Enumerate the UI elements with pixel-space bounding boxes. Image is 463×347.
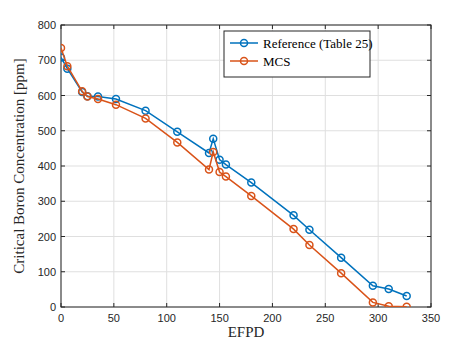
series-marker — [64, 63, 71, 70]
series-marker — [290, 226, 297, 233]
y-tick — [61, 130, 65, 131]
y-grid-line — [61, 201, 431, 202]
y-grid-line — [61, 166, 431, 167]
x-tick-top — [378, 25, 379, 29]
x-tick-label: 300 — [369, 312, 387, 324]
y-tick-label: 0 — [50, 301, 56, 313]
series-marker — [84, 93, 91, 100]
legend-line — [230, 42, 258, 44]
series-line — [61, 48, 407, 307]
y-tick-right — [427, 95, 431, 96]
y-tick-label: 800 — [38, 19, 56, 31]
series-marker — [290, 212, 297, 219]
series-marker — [248, 179, 255, 186]
series-marker — [210, 148, 217, 155]
grid — [61, 25, 431, 307]
legend-marker — [241, 40, 248, 47]
series-marker — [403, 293, 410, 300]
series-marker — [385, 286, 392, 293]
series-marker — [174, 139, 181, 146]
x-tick-top — [272, 25, 273, 29]
axes: 0 50 100 150 200 250 300 350 0 100 200 300 400 500 600… — [38, 19, 441, 324]
series-marker — [248, 192, 255, 199]
y-tick-right — [427, 166, 431, 167]
series-marker — [222, 161, 229, 168]
series-marker — [369, 282, 376, 289]
x-tick-top — [113, 25, 114, 29]
y-tick-right — [427, 271, 431, 272]
series-line — [61, 57, 407, 296]
y-tick-right — [427, 130, 431, 131]
legend-label: MCS — [263, 54, 290, 69]
series-marker — [385, 303, 392, 307]
y-axis-label: Critical Boron Concentration [ppm] — [11, 58, 27, 273]
y-tick — [61, 236, 65, 237]
x-tick — [272, 303, 273, 307]
legend-label: Reference (Table 25) — [263, 36, 373, 51]
legend-marker — [241, 58, 248, 65]
x-tick-label: 150 — [210, 312, 228, 324]
x-tick — [113, 303, 114, 307]
x-tick-top — [166, 25, 167, 29]
series-marker — [142, 115, 149, 122]
x-tick-label: 200 — [263, 312, 281, 324]
series-marker — [95, 96, 102, 103]
series-marker — [306, 226, 313, 233]
x-tick — [166, 303, 167, 307]
background — [0, 0, 463, 347]
x-axis-label: EFPD — [228, 324, 265, 340]
y-grid-line — [61, 271, 431, 272]
y-tick-label: 600 — [38, 90, 56, 102]
series-marker — [112, 101, 119, 108]
x-tick-label: 100 — [158, 312, 176, 324]
y-tick-label: 100 — [38, 266, 56, 278]
series-marker — [222, 173, 229, 180]
x-tick-label: 0 — [58, 312, 64, 324]
y-grid-line — [61, 236, 431, 237]
series-marker — [306, 241, 313, 248]
data — [61, 44, 410, 307]
series-marker — [403, 303, 410, 307]
x-tick-label: 350 — [422, 312, 440, 324]
y-tick — [61, 271, 65, 272]
series-marker — [338, 270, 345, 277]
y-tick-label: 700 — [38, 54, 56, 66]
y-tick-right — [427, 236, 431, 237]
legend-line — [230, 60, 258, 62]
y-tick-right — [427, 201, 431, 202]
legend: Reference (Table 25) MCS — [224, 31, 373, 77]
x-tick — [219, 303, 220, 307]
series-marker — [142, 107, 149, 114]
y-tick-right — [427, 60, 431, 61]
plot-area — [61, 25, 431, 307]
y-tick — [61, 201, 65, 202]
series-marker — [206, 166, 213, 173]
x-tick-label: 50 — [108, 312, 120, 324]
x-tick-top — [219, 25, 220, 29]
y-tick — [61, 95, 65, 96]
series-marker — [61, 44, 65, 51]
x-tick — [325, 303, 326, 307]
y-tick-label: 200 — [38, 231, 56, 243]
y-tick-label: 400 — [38, 160, 56, 172]
series-marker — [210, 135, 217, 142]
x-tick-label: 250 — [316, 312, 334, 324]
series-marker — [369, 299, 376, 306]
chart: 0 50 100 150 200 250 300 350 0 100 200 300 400 500 600… — [0, 0, 463, 347]
series-marker — [216, 168, 223, 175]
series-marker — [338, 254, 345, 261]
y-tick-label: 300 — [38, 195, 56, 207]
plot-frame — [61, 25, 431, 307]
x-tick-top — [325, 25, 326, 29]
series-marker — [174, 128, 181, 135]
y-grid-line — [61, 130, 431, 131]
y-tick — [61, 166, 65, 167]
y-tick-label: 500 — [38, 125, 56, 137]
